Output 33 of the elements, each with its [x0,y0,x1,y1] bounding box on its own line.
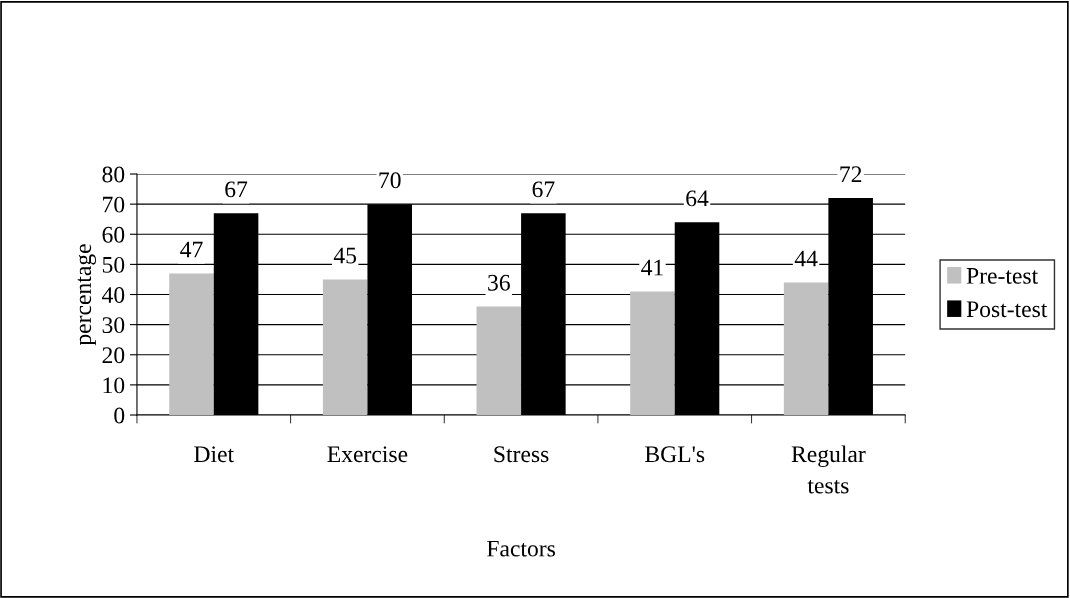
data-label: 67 [225,181,248,198]
x-tick-label: BGL's [645,446,705,463]
data-label: 41 [641,259,663,276]
y-tick-label: 50 [102,256,125,273]
x-axis-title: Factors [487,540,555,557]
y-tick-label: 40 [102,287,125,303]
data-label: 64 [686,190,709,207]
data-label: 44 [794,250,818,267]
bar [169,273,214,416]
data-label: 70 [379,172,401,189]
y-tick-label: 20 [102,347,125,364]
x-tick-label: Diet [194,446,234,463]
y-tick-label: 80 [102,166,125,183]
y-axis-title: percentage [77,244,96,346]
y-tick-label: 70 [103,196,125,213]
y-tick-label: 0 [114,407,125,424]
y-tick-label: 60 [102,226,125,243]
data-label: 67 [532,181,555,198]
legend-label: Post-test [966,301,1048,318]
legend-label: Pre-test [966,268,1039,284]
x-tick-label: Stress [494,446,549,463]
data-label: 72 [840,166,862,182]
bar [783,282,829,416]
bar [476,306,522,416]
bar [322,279,368,416]
bar [630,291,675,416]
data-label: 45 [333,247,357,264]
y-tick-label: 30 [102,317,125,334]
x-tick-label: Regular tests [791,445,866,494]
data-label: 36 [488,274,510,291]
x-tick-label: Exercise [327,446,408,463]
data-label: 47 [180,241,203,258]
y-tick-label: 10 [103,377,125,394]
